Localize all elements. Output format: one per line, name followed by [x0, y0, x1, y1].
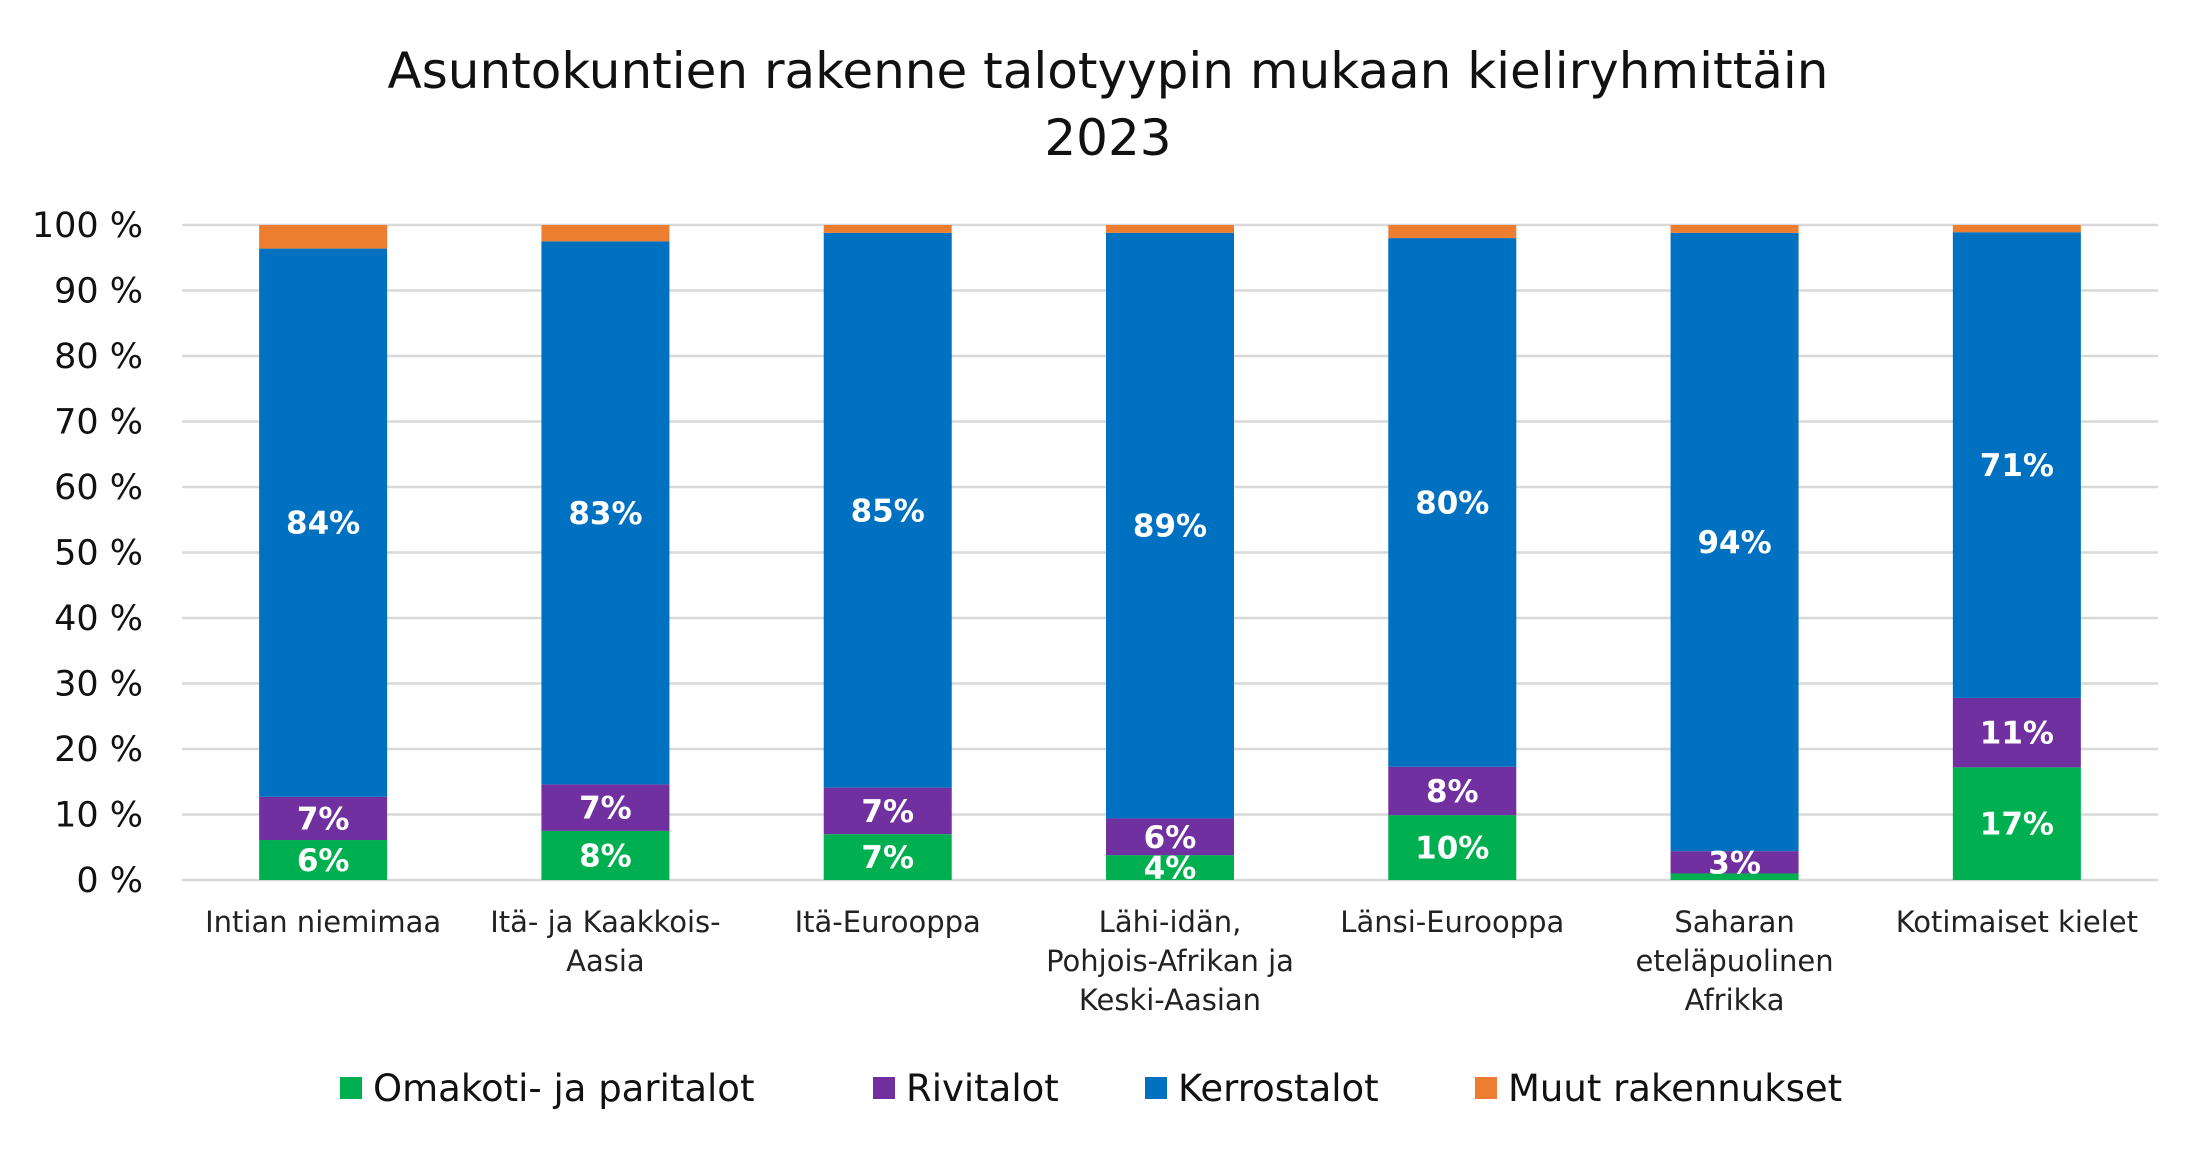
- bar-segment-kerrostalot: [541, 241, 670, 785]
- data-label: 83%: [568, 496, 642, 532]
- x-tick-label-line: Saharan: [1674, 905, 1794, 939]
- data-label: 7%: [297, 801, 350, 837]
- bar-segment-omakoti-ja-paritalot: [1388, 815, 1517, 880]
- x-axis-labels: Intian niemimaa Itä- ja Kaakkois-AasiaItä…: [205, 905, 2138, 1017]
- legend-swatch: [340, 1077, 362, 1099]
- y-tick-label: 50 %: [54, 534, 143, 574]
- bar-segment-kerrostalot: [823, 232, 952, 788]
- x-tick-label-line: Afrikka: [1685, 983, 1785, 1017]
- x-tick-label-line: Länsi-Eurooppa: [1340, 905, 1564, 939]
- x-tick-label-line: eteläpuolinen: [1636, 944, 1834, 978]
- bar-segment-muut-rakennukset: [259, 225, 388, 249]
- data-label: 7%: [861, 794, 914, 830]
- bar-segment-omakoti-ja-paritalot: [259, 840, 388, 880]
- chart-title: Asuntokuntien rakenne talotyypin mukaan …: [388, 42, 1829, 167]
- data-label: 11%: [1980, 716, 2054, 752]
- bar-segment-rivitalot: [541, 784, 670, 831]
- x-tick-label-line: Lähi-idän,: [1099, 905, 1242, 939]
- legend-swatch: [1145, 1077, 1167, 1099]
- data-label: 10%: [1415, 831, 1489, 867]
- chart-title-line-1: Asuntokuntien rakenne talotyypin mukaan …: [388, 42, 1829, 100]
- data-labels: 6%7%84%8%7%83%7%7%85%4%6%89%10%8%80%3%94…: [286, 448, 2054, 887]
- data-label: 71%: [1980, 448, 2054, 484]
- bar-segment-rivitalot: [259, 796, 388, 841]
- data-label: 85%: [851, 493, 925, 529]
- data-label: 6%: [1144, 820, 1197, 856]
- data-label: 89%: [1133, 509, 1207, 545]
- x-tick-label-line: Intian niemimaa: [205, 905, 441, 939]
- chart-title-line-2: 2023: [1044, 109, 1171, 167]
- data-label: 94%: [1697, 525, 1771, 561]
- bar-segment-muut-rakennukset: [1952, 225, 2081, 233]
- x-tick-label: Intian niemimaa: [205, 905, 441, 939]
- x-tick-label-line: Itä-Eurooppa: [795, 905, 981, 939]
- bar-segment-muut-rakennukset: [1388, 225, 1517, 239]
- bar-segment-kerrostalot: [259, 248, 388, 797]
- bar-segment-kerrostalot: [1952, 232, 2081, 698]
- bar-segment-omakoti-ja-paritalot: [541, 830, 670, 880]
- y-tick-label: 90 %: [54, 272, 143, 312]
- bar-segment-omakoti-ja-paritalot: [1670, 873, 1799, 880]
- legend-swatch: [873, 1077, 895, 1099]
- legend-label: Muut rakennukset: [1508, 1067, 1842, 1110]
- bar-segment-muut-rakennukset: [1106, 225, 1234, 233]
- y-tick-label: 70 %: [54, 403, 143, 443]
- legend-item: Omakoti- ja paritalot: [340, 1067, 754, 1110]
- x-tick-label-line: Aasia: [566, 944, 645, 978]
- x-tick-label-line: Keski-Aasian: [1079, 983, 1261, 1017]
- x-tick-label: Kotimaiset kielet: [1896, 905, 2138, 939]
- bar-segment-muut-rakennukset: [823, 225, 952, 233]
- y-tick-label: 30 %: [54, 665, 143, 705]
- data-label: 80%: [1415, 485, 1489, 521]
- bar-segment-kerrostalot: [1670, 232, 1799, 852]
- x-tick-label: Länsi-Eurooppa: [1340, 905, 1564, 939]
- bar-segment-rivitalot: [1670, 851, 1799, 874]
- legend: Omakoti- ja paritalot Rivitalot Kerrostalo…: [340, 1067, 1842, 1110]
- bar-segment-kerrostalot: [1106, 232, 1234, 819]
- y-tick-label: 0 %: [76, 861, 143, 901]
- bar-segment-rivitalot: [823, 787, 952, 835]
- legend-item: Kerrostalot: [1145, 1067, 1379, 1110]
- x-tick-label: Saharan eteläpuolinen Afrikka: [1636, 905, 1834, 1017]
- data-label: 84%: [286, 506, 360, 542]
- x-tick-label: Lähi-idän, Pohjois-Afrikan ja Keski-Aasian: [1046, 905, 1294, 1017]
- y-tick-label: 10 %: [54, 796, 143, 836]
- legend-swatch: [1475, 1077, 1497, 1099]
- y-tick-label: 100 %: [32, 206, 143, 246]
- legend-item: Rivitalot: [873, 1067, 1059, 1110]
- legend-label: Rivitalot: [906, 1067, 1059, 1110]
- y-tick-label: 60 %: [54, 468, 143, 508]
- data-label: 17%: [1980, 807, 2054, 843]
- bars: [259, 225, 2081, 880]
- y-axis-ticks: 0 % 10 % 20 % 30 % 40 % 50 % 60 % 70 % 80 % 90 % 1…: [32, 206, 143, 901]
- x-tick-label-line: Kotimaiset kielet: [1896, 905, 2138, 939]
- x-tick-label-line: Pohjois-Afrikan ja: [1046, 944, 1294, 978]
- x-tick-label: Itä-Eurooppa: [795, 905, 981, 939]
- bar-segment-kerrostalot: [1388, 238, 1517, 767]
- y-tick-label: 80 %: [54, 337, 143, 377]
- x-tick-label: Itä- ja Kaakkois- Aasia: [490, 905, 720, 978]
- data-label: 4%: [1144, 851, 1197, 887]
- bar-segment-omakoti-ja-paritalot: [1106, 855, 1234, 880]
- data-label: 8%: [579, 838, 632, 874]
- data-label: 7%: [861, 840, 914, 876]
- bar-segment-rivitalot: [1952, 697, 2081, 768]
- data-label: 6%: [297, 843, 350, 879]
- bar-segment-muut-rakennukset: [541, 225, 670, 242]
- bar-segment-rivitalot: [1388, 766, 1517, 816]
- x-tick-label-line: Itä- ja Kaakkois-: [490, 905, 720, 939]
- legend-label: Kerrostalot: [1178, 1067, 1379, 1110]
- legend-item: Muut rakennukset: [1475, 1067, 1842, 1110]
- bar-segment-muut-rakennukset: [1670, 225, 1799, 233]
- legend-label: Omakoti- ja paritalot: [373, 1067, 754, 1110]
- data-label: 3%: [1708, 845, 1761, 881]
- data-label: 7%: [579, 791, 632, 827]
- y-tick-label: 40 %: [54, 599, 143, 639]
- bar-segment-omakoti-ja-paritalot: [1952, 767, 2081, 880]
- y-tick-label: 20 %: [54, 730, 143, 770]
- bar-segment-omakoti-ja-paritalot: [823, 834, 952, 880]
- bar-segment-rivitalot: [1106, 818, 1234, 856]
- data-label: 8%: [1426, 774, 1479, 810]
